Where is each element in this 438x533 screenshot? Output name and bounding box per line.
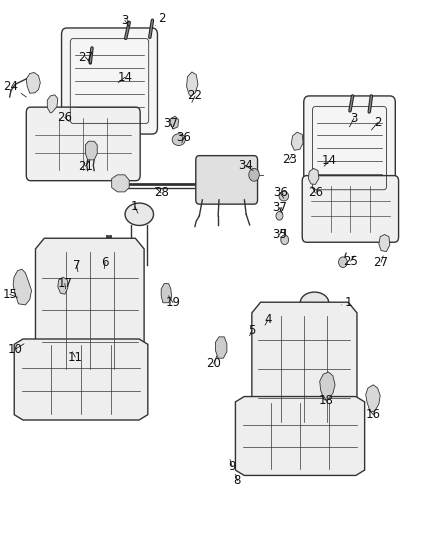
Polygon shape — [170, 116, 179, 129]
Text: 27: 27 — [374, 256, 389, 269]
Text: 15: 15 — [2, 288, 18, 301]
Text: 7: 7 — [73, 259, 81, 272]
FancyBboxPatch shape — [26, 107, 140, 181]
Text: 34: 34 — [238, 159, 253, 172]
Text: 28: 28 — [154, 187, 169, 199]
Polygon shape — [252, 302, 357, 435]
Text: 3: 3 — [121, 14, 129, 27]
Text: 24: 24 — [4, 80, 26, 97]
Ellipse shape — [279, 191, 289, 201]
Circle shape — [276, 212, 283, 220]
Text: 2: 2 — [371, 116, 381, 130]
Text: 17: 17 — [57, 277, 72, 290]
Text: 4: 4 — [264, 313, 272, 326]
Text: 26: 26 — [308, 187, 323, 199]
Text: 19: 19 — [166, 296, 180, 309]
Text: 21: 21 — [78, 160, 93, 173]
Text: 16: 16 — [366, 408, 381, 421]
Text: 5: 5 — [248, 324, 255, 337]
Text: 3: 3 — [350, 112, 357, 127]
Text: 20: 20 — [206, 356, 221, 370]
Circle shape — [281, 235, 289, 245]
Polygon shape — [187, 72, 198, 96]
Polygon shape — [35, 238, 144, 382]
Text: 26: 26 — [57, 111, 72, 124]
Text: 25: 25 — [343, 255, 358, 268]
Ellipse shape — [172, 134, 185, 146]
Text: 14: 14 — [117, 71, 132, 84]
Polygon shape — [13, 269, 32, 305]
Ellipse shape — [125, 203, 153, 225]
Polygon shape — [14, 339, 148, 420]
Text: 37: 37 — [163, 117, 178, 130]
Text: 36: 36 — [273, 187, 288, 199]
Text: 9: 9 — [228, 459, 236, 473]
Polygon shape — [308, 168, 319, 184]
Ellipse shape — [300, 292, 328, 313]
FancyBboxPatch shape — [61, 28, 157, 134]
Polygon shape — [85, 141, 97, 160]
FancyBboxPatch shape — [196, 156, 258, 204]
FancyBboxPatch shape — [302, 176, 399, 242]
Text: 14: 14 — [322, 155, 337, 167]
Polygon shape — [215, 337, 227, 358]
Text: 37: 37 — [272, 201, 287, 214]
Polygon shape — [58, 277, 68, 294]
Polygon shape — [291, 132, 303, 150]
Text: 22: 22 — [187, 90, 202, 102]
Polygon shape — [47, 95, 58, 113]
Text: 18: 18 — [319, 394, 334, 407]
Text: 23: 23 — [282, 154, 297, 166]
Polygon shape — [320, 372, 335, 400]
Text: 36: 36 — [177, 131, 191, 144]
FancyBboxPatch shape — [304, 96, 395, 200]
Polygon shape — [26, 72, 40, 93]
Text: 35: 35 — [272, 228, 287, 241]
Text: 8: 8 — [234, 474, 241, 487]
Text: 1: 1 — [131, 200, 139, 213]
Polygon shape — [161, 284, 172, 303]
Text: 2: 2 — [155, 12, 166, 26]
Circle shape — [339, 257, 347, 268]
Text: 27: 27 — [78, 51, 93, 64]
Text: 6: 6 — [101, 256, 109, 269]
Text: 11: 11 — [68, 351, 83, 364]
Polygon shape — [112, 175, 129, 192]
Text: 10: 10 — [8, 343, 24, 356]
Circle shape — [249, 168, 259, 181]
Text: 1: 1 — [342, 296, 352, 309]
Polygon shape — [366, 385, 380, 411]
Polygon shape — [236, 397, 364, 475]
Polygon shape — [379, 235, 390, 252]
